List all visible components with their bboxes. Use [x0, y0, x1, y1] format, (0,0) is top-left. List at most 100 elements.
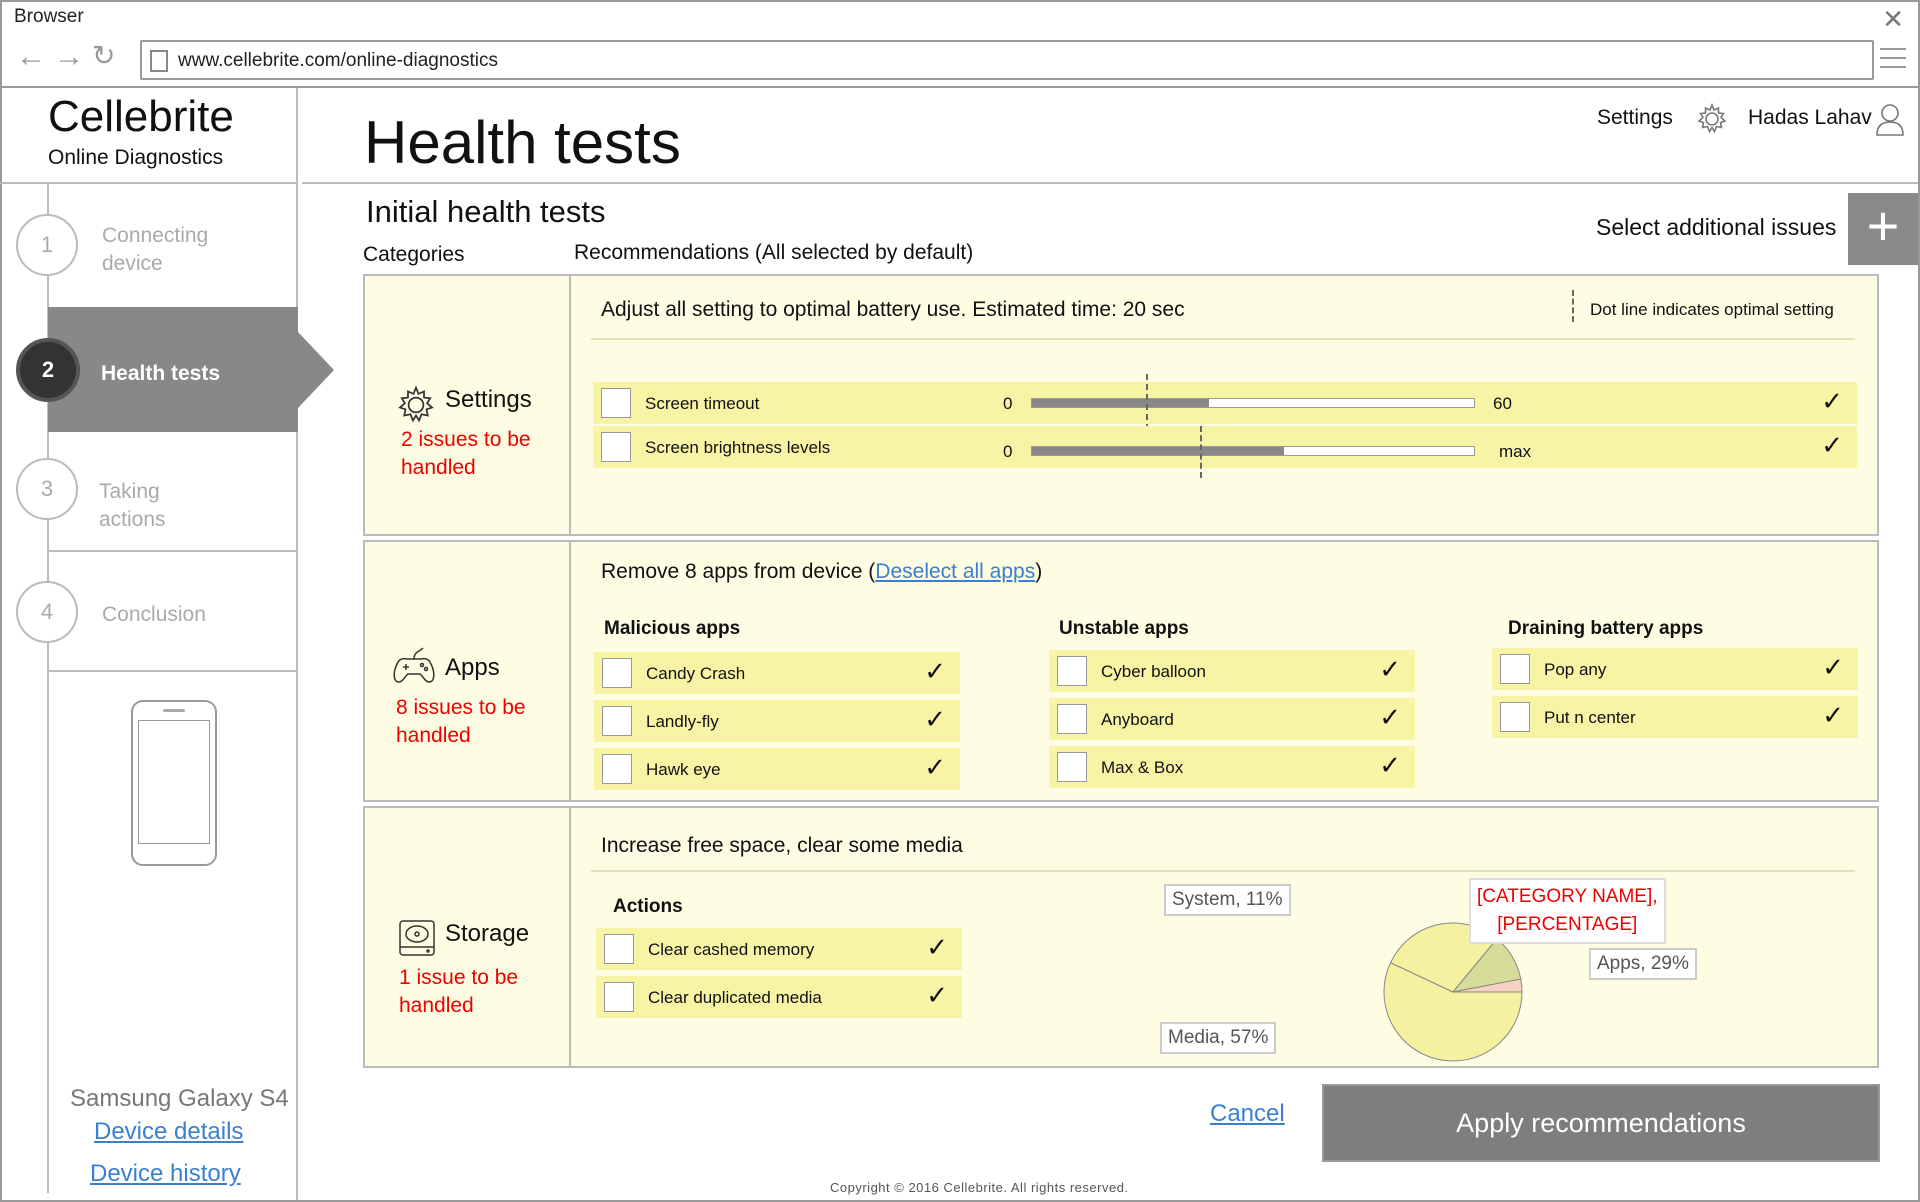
setting-label: Screen brightness levels: [645, 438, 831, 457]
forward-icon[interactable]: →: [54, 40, 84, 73]
reload-icon[interactable]: ↻: [92, 40, 116, 71]
optimal-marker: [1199, 426, 1202, 478]
device-details-link[interactable]: Device details: [94, 1118, 244, 1145]
setting-label: Screen timeout: [645, 394, 760, 413]
check-icon[interactable]: ✓: [1822, 700, 1844, 730]
slider-fill: [1032, 399, 1209, 407]
app-row[interactable]: Landly-fly ✓: [594, 700, 960, 742]
brand-name: Cellebrite: [48, 92, 234, 141]
apply-recommendations-button[interactable]: Apply recommendations: [1322, 1084, 1880, 1162]
brand-subtitle: Online Diagnostics: [48, 146, 224, 169]
close-icon[interactable]: ✕: [1882, 4, 1904, 34]
device-history-link[interactable]: Device history: [90, 1160, 241, 1187]
divider: [0, 182, 298, 184]
check-icon[interactable]: ✓: [1379, 702, 1401, 732]
app-name: Pop any: [1544, 660, 1607, 679]
check-icon[interactable]: ✓: [924, 704, 946, 734]
slider-min: 0: [1003, 394, 1013, 413]
step-label-line2: device: [102, 252, 163, 275]
app-row[interactable]: Pop any ✓: [1492, 648, 1858, 690]
category-name: Settings: [445, 386, 532, 413]
phone-speaker: [163, 709, 185, 712]
add-issues-button[interactable]: +: [1848, 193, 1918, 265]
pie-slices: [1383, 922, 1523, 1062]
menu-icon[interactable]: [1880, 48, 1906, 75]
address-bar[interactable]: www.cellebrite.com/online-diagnostics: [140, 40, 1874, 80]
url-text: www.cellebrite.com/online-diagnostics: [178, 50, 498, 71]
add-issues-label[interactable]: Select additional issues: [1596, 214, 1837, 240]
image-icon: [1500, 654, 1530, 684]
pie-label-media: Media, 57%: [1160, 1022, 1277, 1054]
category-cell: Settings 2 issues to be handled: [365, 276, 571, 534]
check-icon[interactable]: ✓: [1822, 652, 1844, 682]
image-icon: [602, 706, 632, 736]
step-label: Conclusion: [102, 603, 206, 626]
check-icon[interactable]: ✓: [1821, 386, 1843, 416]
recommendation-suffix: ): [1035, 560, 1043, 583]
check-icon[interactable]: ✓: [1821, 430, 1843, 460]
deselect-all-apps-link[interactable]: Deselect all apps: [875, 560, 1036, 583]
page-frame: [0, 86, 1920, 1202]
check-icon[interactable]: ✓: [1379, 654, 1401, 684]
app-name: Hawk eye: [646, 760, 721, 779]
setting-row[interactable]: Screen brightness levels 0 max ✓: [593, 426, 1857, 478]
user-icon[interactable]: [1875, 102, 1905, 141]
back-icon[interactable]: ←: [16, 40, 46, 73]
column-header-categories: Categories: [363, 243, 465, 266]
screen-timeout-slider[interactable]: [1031, 398, 1475, 408]
pie-label-placeholder: [CATEGORY NAME], [PERCENTAGE]: [1469, 878, 1666, 944]
app-name: Anyboard: [1101, 710, 1174, 729]
storage-panel: Storage 1 issue to be handled Increase f…: [363, 806, 1879, 1068]
apps-panel: Apps 8 issues to be handled Remove 8 app…: [363, 540, 1879, 802]
divider: [591, 870, 1855, 872]
step-label: Taking actions: [99, 480, 166, 531]
check-icon[interactable]: ✓: [926, 932, 948, 962]
action-name: Clear duplicated media: [648, 988, 822, 1007]
gear-icon: [395, 384, 437, 431]
header-divider: [302, 182, 1918, 184]
optimal-legend-line: [1572, 290, 1574, 322]
cancel-link[interactable]: Cancel: [1210, 1100, 1285, 1127]
app-row[interactable]: Hawk eye ✓: [594, 748, 960, 790]
issues-count-line2: handled: [396, 724, 471, 747]
image-icon: [602, 658, 632, 688]
category-cell: Storage 1 issue to be handled: [365, 808, 571, 1066]
app-row[interactable]: Put n center ✓: [1492, 696, 1858, 738]
issues-count: 1 issue to be: [399, 966, 519, 989]
optimal-legend: Dot line indicates optimal setting: [1590, 300, 1834, 319]
group-title-unstable: Unstable apps: [1059, 618, 1189, 639]
check-icon[interactable]: ✓: [924, 752, 946, 782]
slider-min: 0: [1003, 442, 1013, 461]
image-icon: [601, 388, 631, 418]
step-label-line1: Connecting: [102, 224, 209, 247]
user-name[interactable]: Hadas Lahav: [1748, 106, 1872, 129]
setting-row[interactable]: Screen timeout 0 60 ✓: [593, 374, 1857, 430]
image-icon: [604, 934, 634, 964]
step-health-tests[interactable]: [48, 307, 298, 432]
storage-pie-chart: [1383, 922, 1523, 1062]
step-number: 2: [16, 338, 80, 402]
gear-icon[interactable]: [1695, 102, 1729, 141]
browser-title: Browser: [14, 6, 84, 27]
check-icon[interactable]: ✓: [926, 980, 948, 1010]
app-row[interactable]: Candy Crash ✓: [594, 652, 960, 694]
action-row[interactable]: Clear duplicated media ✓: [596, 976, 962, 1018]
action-row[interactable]: Clear cashed memory ✓: [596, 928, 962, 970]
app-name: Max & Box: [1101, 758, 1184, 777]
pie-slice-category-name: [1452, 978, 1523, 993]
phone-screen: [138, 720, 210, 844]
app-name: Put n center: [1544, 708, 1636, 727]
placeholder-line2: [PERCENTAGE]: [1497, 914, 1638, 935]
issues-count: 2 issues to be: [401, 428, 531, 451]
brightness-slider[interactable]: [1031, 446, 1475, 456]
app-row[interactable]: Cyber balloon ✓: [1049, 650, 1415, 692]
settings-link[interactable]: Settings: [1597, 106, 1673, 129]
check-icon[interactable]: ✓: [1379, 750, 1401, 780]
app-row[interactable]: Max & Box ✓: [1049, 746, 1415, 788]
category-name: Apps: [445, 654, 500, 681]
check-icon[interactable]: ✓: [924, 656, 946, 686]
placeholder-line1: [CATEGORY NAME],: [1477, 886, 1658, 907]
page-title: Health tests: [364, 109, 681, 176]
gamepad-icon: [391, 642, 437, 693]
app-row[interactable]: Anyboard ✓: [1049, 698, 1415, 740]
